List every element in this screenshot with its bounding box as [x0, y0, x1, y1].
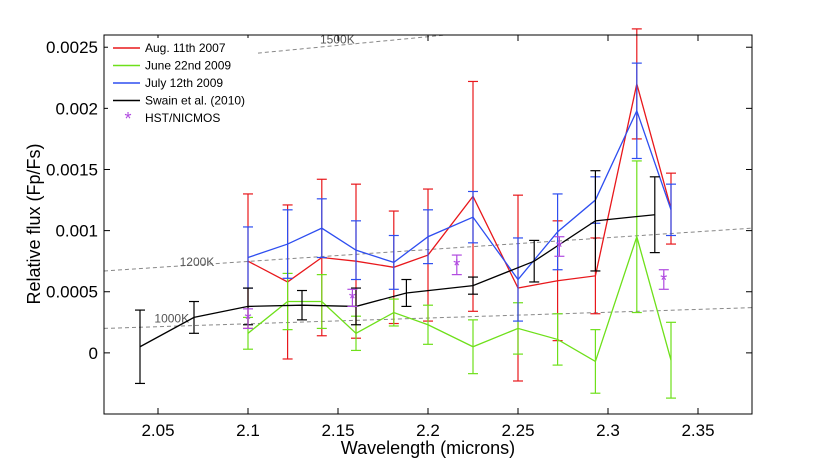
x-tick-label: 2.05: [141, 421, 174, 440]
legend-label: Aug. 11th 2007: [145, 41, 226, 55]
x-axis-label: Wavelength (microns): [341, 438, 515, 458]
x-tick-label: 2.25: [501, 421, 534, 440]
x-axis: 2.05 2.1 2.15 2.2 2.25 2.3 2.35: [141, 35, 715, 440]
y-tick-label: 0.0005: [46, 283, 98, 302]
y-tick-label: 0.0025: [46, 38, 98, 57]
series: [243, 160, 676, 399]
legend-box: [108, 38, 258, 131]
x-tick-label: 2.35: [681, 421, 714, 440]
series-line: [247, 83, 672, 289]
y-tick-label: 0: [89, 344, 98, 363]
y-tick-label: 0.001: [55, 222, 98, 241]
legend-label: HST/NICMOS: [145, 111, 220, 125]
series-line: [247, 234, 672, 363]
legend-label: June 22nd 2009: [145, 59, 231, 73]
series: * * * * *: [243, 236, 669, 330]
legend-label: July 12th 2009: [145, 76, 223, 90]
series: [243, 62, 676, 322]
reference-line: [229, 35, 451, 57]
legend-marker: *: [124, 109, 131, 129]
x-tick-label: 2.2: [416, 421, 440, 440]
y-axis: 0 0.0005 0.001 0.0015 0.002 0.0025: [46, 38, 752, 363]
data-point: *: [556, 238, 563, 258]
reference-line-label: 1500K: [320, 33, 355, 47]
reference-line-label: 1200K: [180, 255, 215, 269]
series-line: [139, 214, 655, 348]
reference-line-label: 1000K: [154, 311, 189, 325]
y-tick-label: 0.002: [55, 99, 98, 118]
y-axis-label: Relative flux (Fp/Fs): [24, 143, 44, 304]
data-point: *: [453, 256, 460, 276]
x-tick-label: 2.15: [321, 421, 354, 440]
series-line: [247, 109, 672, 281]
x-tick-label: 2.3: [596, 421, 620, 440]
data-point: *: [660, 271, 667, 291]
legend-label: Swain et al. (2010): [145, 94, 245, 108]
data-point: *: [349, 289, 356, 309]
data-point: *: [244, 310, 251, 330]
x-tick-label: 2.1: [236, 421, 260, 440]
y-tick-label: 0.0015: [46, 160, 98, 179]
series-layer: * * * * *: [135, 28, 676, 399]
legend: Aug. 11th 2007 June 22nd 2009 July 12th 20…: [108, 38, 258, 131]
